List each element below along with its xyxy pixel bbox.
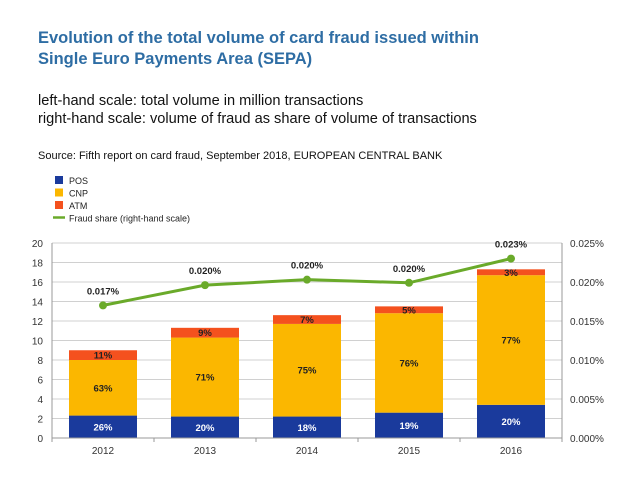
x-tick-label: 2013 (194, 446, 217, 457)
data-label-cnp: 63% (93, 383, 113, 394)
x-tick-label: 2016 (500, 446, 523, 457)
data-label-pos: 26% (93, 422, 113, 433)
data-label-cnp: 75% (297, 366, 317, 377)
data-label-pos: 18% (297, 423, 317, 434)
y-left-tick-label: 0 (37, 434, 43, 445)
x-tick-label: 2015 (398, 446, 421, 457)
y-left-tick-label: 6 (37, 376, 43, 387)
data-label-pos: 20% (195, 423, 215, 434)
x-tick-label: 2014 (296, 446, 319, 457)
y-left-tick-label: 10 (32, 337, 44, 348)
left-scale-note: left-hand scale: total volume in million… (38, 93, 364, 109)
data-label-pos: 19% (399, 421, 419, 432)
bar-pos (69, 415, 137, 438)
bar-cnp (375, 313, 443, 413)
data-label-cnp: 76% (399, 358, 419, 369)
fraud-share-point (303, 275, 311, 284)
data-label-atm: 11% (94, 351, 113, 362)
legend-label-pos: POS (69, 176, 88, 186)
data-label-atm: 7% (300, 315, 314, 326)
chart-title-line1: Evolution of the total volume of card fr… (38, 29, 479, 47)
fraud-share-label: 0.017% (87, 286, 120, 297)
bar-cnp (273, 323, 341, 417)
y-left-tick-label: 18 (32, 259, 44, 270)
bar-pos (171, 416, 239, 438)
data-label-cnp: 71% (195, 373, 215, 384)
y-left-tick-label: 14 (32, 298, 44, 309)
bar-atm (69, 350, 137, 360)
data-label-pos: 20% (501, 417, 521, 428)
bar-atm (477, 269, 545, 276)
fraud-share-point (405, 278, 413, 287)
legend-swatch-pos (55, 176, 63, 184)
fraud-share-point (99, 301, 107, 310)
y-right-tick-label: 0.025% (570, 239, 604, 250)
y-left-tick-label: 12 (32, 317, 44, 328)
y-left-tick-label: 16 (32, 278, 44, 289)
bar-pos (375, 412, 443, 438)
y-left-tick-label: 2 (37, 415, 43, 426)
data-label-atm: 5% (402, 305, 416, 316)
bar-labels: 26% 63% 11% 20% 71% 9% 18% 75% 7% 19% 76% 5% 20% 77% 3… (93, 268, 521, 434)
bar-atm (171, 327, 239, 338)
bar-cnp (171, 337, 239, 417)
right-scale-note: right-hand scale: volume of fraud as sha… (38, 111, 477, 127)
bar-cnp (477, 275, 545, 405)
y-right-tick-label: 0.015% (570, 317, 604, 328)
y-right-tick-label: 0.005% (570, 395, 604, 406)
fraud-share-label: 0.020% (393, 264, 426, 275)
bar-cnp (69, 360, 137, 416)
legend-label-cnp: CNP (69, 189, 88, 199)
legend-swatch-cnp (55, 188, 63, 197)
y-left-tick-label: 8 (37, 356, 43, 367)
bar-atm (273, 315, 341, 324)
legend-label-atm: ATM (69, 201, 87, 211)
y-left-tick-label: 20 (32, 239, 44, 250)
bar-pos (273, 416, 341, 438)
axes: 0 2 4 6 8 10 12 14 16 18 20 0.000% 0.005% 0.010% 0.015… (32, 239, 604, 457)
source-note: Source: Fifth report on card fraud, Sept… (38, 150, 443, 162)
chart-title-line2: Single Euro Payments Area (SEPA) (38, 50, 313, 68)
chart-title: Evolution of the total volume of card fr… (38, 28, 479, 70)
fraud-share-point (507, 254, 515, 263)
y-right-tick-label: 0.000% (570, 434, 604, 445)
x-tick-label: 2012 (92, 446, 115, 457)
fraud-share-point (201, 281, 209, 290)
fraud-share-label: 0.020% (291, 261, 324, 272)
legend-label-fraud-share: Fraud share (right-hand scale) (69, 214, 190, 224)
bars (69, 269, 545, 438)
fraud-share-line: 0.017% 0.020% 0.020% 0.020% 0.023% (87, 240, 528, 310)
y-right-tick-label: 0.020% (570, 278, 604, 289)
data-label-atm: 3% (504, 268, 518, 279)
bar-pos (477, 404, 545, 438)
legend: POS CNP ATM Fraud share (right-hand scale) (53, 176, 190, 224)
y-left-tick-label: 4 (37, 395, 43, 406)
data-label-atm: 9% (198, 328, 212, 339)
legend-swatch-atm (55, 201, 63, 209)
fraud-share-label: 0.023% (495, 240, 528, 251)
fraud-share-label: 0.020% (189, 266, 222, 277)
data-label-cnp: 77% (501, 336, 521, 347)
bar-atm (375, 306, 443, 314)
y-right-tick-label: 0.010% (570, 356, 604, 367)
